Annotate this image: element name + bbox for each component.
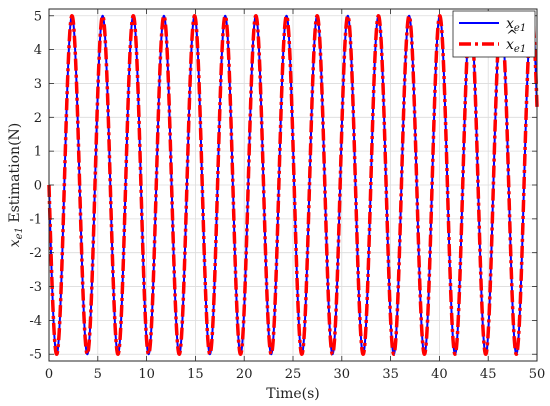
legend-label-series-0-var: x [506, 16, 514, 32]
y-tick-label: 0 [34, 179, 42, 194]
legend: xe1 xe1 ^ [452, 10, 536, 58]
legend-box [452, 10, 536, 58]
legend-label-series-0-sub: e1 [514, 23, 526, 34]
x-tick-label: 15 [187, 367, 204, 382]
legend-label-series-0: xe1 [506, 16, 526, 34]
axis-ticks [48, 9, 538, 361]
x-axis-label: Time(s) [266, 386, 319, 402]
x-tick-label: 35 [382, 367, 399, 382]
series-layer [47, 14, 539, 356]
y-axis-label-rest: Estimation(N) [7, 123, 23, 227]
y-tick-label: -5 [29, 348, 42, 363]
series-line-1 [47, 14, 539, 356]
y-axis-label-var: x [7, 239, 23, 247]
x-tick-label: 40 [431, 367, 448, 382]
legend-label-series-1: xe1 [506, 37, 526, 55]
y-tick-label: 1 [34, 145, 42, 160]
y-tick-label: -1 [29, 212, 42, 227]
x-tick-label: 20 [236, 367, 253, 382]
y-tick-label: 4 [34, 43, 42, 58]
y-tick-label: 3 [34, 77, 42, 92]
y-tick-label: -4 [29, 314, 42, 329]
x-tick-label: 50 [529, 367, 546, 382]
y-axis-label-sub: e1 [14, 227, 25, 239]
x-tick-label: 0 [45, 367, 53, 382]
x-tick-label: 5 [94, 367, 102, 382]
legend-hat-series-1: ^ [506, 28, 518, 44]
y-tick-label: 5 [34, 9, 42, 24]
x-tick-label: 30 [334, 367, 351, 382]
y-tick-label: -3 [29, 280, 42, 295]
legend-label-series-1-sub: e1 [514, 44, 526, 55]
legend-label-series-1-var: x [506, 37, 514, 53]
y-axis-label: xe1 Estimation(N) [7, 123, 25, 248]
x-tick-label: 45 [480, 367, 497, 382]
x-tick-label: 10 [138, 367, 155, 382]
y-tick-label: 2 [34, 111, 42, 126]
x-tick-label: 25 [285, 367, 302, 382]
y-tick-label: -2 [29, 246, 42, 261]
